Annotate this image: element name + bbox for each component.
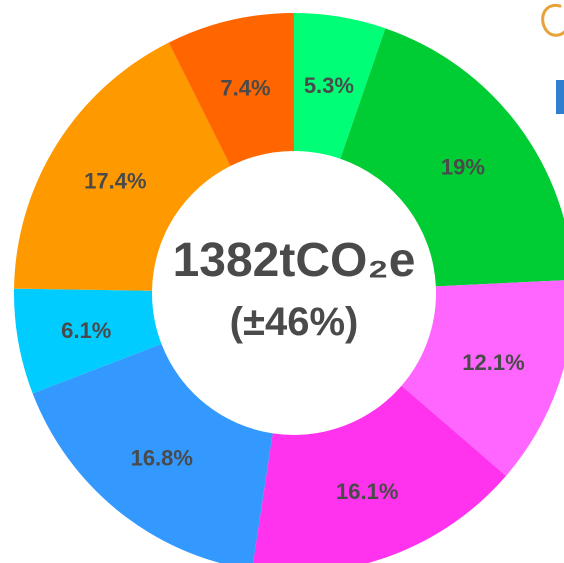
slice-label-5: 16.8% [131, 445, 193, 470]
donut-slice-6 [14, 288, 162, 394]
slice-label-8: 7.4% [220, 76, 270, 101]
decorative-bar [556, 80, 564, 114]
donut-slice-2 [340, 28, 564, 287]
slice-label-2: 19% [441, 155, 485, 180]
slice-labels-layer: 5.3% 19% 12.1% 16.1% 16.8% 6.1% 17.4% 7.4% [61, 73, 524, 504]
decorative-swash [541, 3, 564, 37]
donut-slice-8 [168, 13, 294, 167]
center-total-label: 1382tCO₂e [173, 234, 416, 287]
donut-slice-5 [32, 343, 273, 563]
slice-label-7: 17.4% [84, 169, 146, 194]
slice-label-1: 5.3% [304, 73, 354, 98]
slice-label-6: 6.1% [61, 318, 111, 343]
donut-slice-4 [253, 385, 507, 563]
slice-label-4: 16.1% [336, 479, 398, 504]
slices-layer [14, 13, 564, 563]
donut-slice-3 [401, 280, 564, 476]
donut-slice-7 [14, 42, 231, 291]
slice-label-3: 12.1% [462, 350, 524, 375]
donut-slice-1 [294, 13, 386, 159]
center-uncertainty-label: (±46%) [230, 300, 359, 344]
